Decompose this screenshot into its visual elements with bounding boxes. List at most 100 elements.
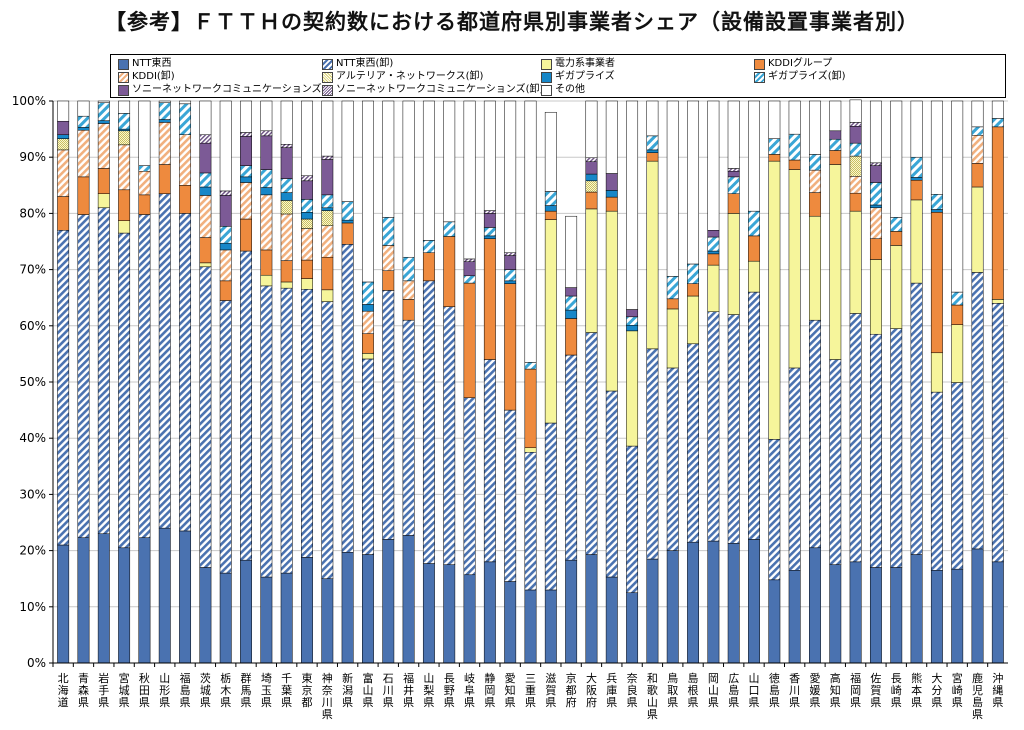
bar-segment [341, 552, 354, 664]
bar-segment [158, 527, 171, 664]
bar-segment [260, 249, 273, 276]
bar-segment [849, 155, 862, 177]
bar-segment [930, 570, 943, 664]
bar-segment [748, 291, 760, 540]
bar-segment [463, 261, 476, 277]
bar-segment [788, 367, 801, 571]
bar-segment [605, 190, 618, 198]
bar-segment [199, 172, 212, 188]
bar-segment [646, 100, 659, 137]
bar-segment [158, 102, 171, 120]
bar-segment [199, 100, 212, 135]
bar-segment [97, 533, 110, 664]
bar-segment [301, 228, 313, 261]
x-tick-label: 宮城県 [119, 671, 130, 709]
bar-segment [260, 100, 273, 132]
bar-segment [341, 201, 354, 221]
bar-segment [869, 238, 882, 260]
bar-segment [382, 290, 395, 540]
bar-segment [687, 263, 699, 284]
legend-label: NTT東西(卸) [336, 58, 394, 69]
bar-segment [362, 554, 374, 664]
legend-label: ギガプライズ [555, 71, 615, 82]
bar-segment [910, 100, 923, 158]
bar-segment [97, 120, 110, 124]
bar-segment [280, 178, 293, 193]
bar-segment [585, 100, 598, 159]
bar-segment [504, 269, 517, 282]
x-tick-label: 愛知県 [505, 672, 516, 709]
bar-segment [544, 589, 557, 664]
bar-segment [504, 409, 517, 582]
bar-segment [829, 138, 842, 151]
bar-segment [57, 120, 70, 135]
bar-segment [362, 333, 374, 354]
bar-segment [97, 102, 110, 121]
bar-segment [687, 100, 699, 265]
bar-segment [341, 222, 354, 245]
bar-segment [158, 100, 171, 103]
bar-segment [260, 130, 273, 137]
bars [57, 99, 1004, 664]
bar-segment [240, 182, 252, 220]
x-tick-label: 滋賀県 [545, 672, 556, 709]
bar-segment [463, 275, 476, 284]
bar-segment [666, 367, 679, 551]
legend-label: KDDI(卸) [132, 71, 175, 82]
bar-segment [910, 179, 923, 201]
bar-segment [666, 308, 679, 369]
bar-segment [504, 255, 517, 270]
bar-segment [565, 215, 578, 288]
bar-segment [118, 130, 131, 146]
bar-segment [565, 559, 578, 664]
x-tick-label: 鹿児島県 [972, 671, 983, 721]
bar-segment [585, 208, 598, 333]
bar-segment [646, 558, 659, 664]
bar-segment [504, 581, 517, 664]
bar-segment [991, 100, 1004, 119]
bar-segment [849, 142, 862, 157]
x-tick-label: 広島県 [728, 672, 739, 709]
x-tick-label: 千葉県 [281, 672, 292, 709]
legend-label: ギガプライズ(卸) [768, 71, 846, 82]
bar-segment [748, 210, 760, 237]
legend-swatch [118, 85, 129, 96]
bar-segment [118, 144, 131, 191]
bar-segment [565, 295, 578, 311]
x-tick-label: 愛媛県 [809, 672, 820, 709]
bar-segment [646, 160, 659, 350]
bar-segment [321, 225, 334, 258]
bar-segment [524, 447, 537, 453]
bar-segment [748, 100, 760, 212]
bar-segment [240, 100, 252, 133]
legend-label: NTT東西 [132, 58, 172, 69]
bar-segment [951, 291, 964, 306]
legend-swatch [322, 59, 333, 70]
bar-segment [544, 210, 557, 220]
bar-segment [605, 100, 618, 174]
bar-segment [422, 280, 435, 564]
bar-segment [809, 215, 821, 321]
bar-segment [707, 253, 720, 266]
bar-segment [483, 235, 496, 239]
x-tick-label: 富山県 [362, 671, 373, 709]
x-tick-label: 福井県 [403, 671, 414, 709]
bar-segment [199, 195, 212, 238]
bar-segment [321, 578, 334, 664]
bar-segment [788, 159, 801, 170]
x-tick-label: 大阪府 [586, 671, 597, 709]
bar-segment [199, 237, 212, 264]
bar-segment [788, 100, 801, 135]
bar-segment [707, 311, 720, 542]
x-tick-label: 三重県 [525, 672, 536, 709]
legend-label: その他 [555, 84, 585, 95]
bar-segment [301, 212, 313, 220]
bar-segment [727, 168, 740, 172]
bar-segment [626, 316, 639, 326]
bar-segment [443, 564, 456, 664]
x-tick-label: 栃木県 [220, 671, 231, 709]
bar-segment [483, 100, 496, 211]
bar-segment [951, 568, 964, 664]
bar-segment [930, 194, 943, 210]
bar-segment [219, 100, 232, 192]
